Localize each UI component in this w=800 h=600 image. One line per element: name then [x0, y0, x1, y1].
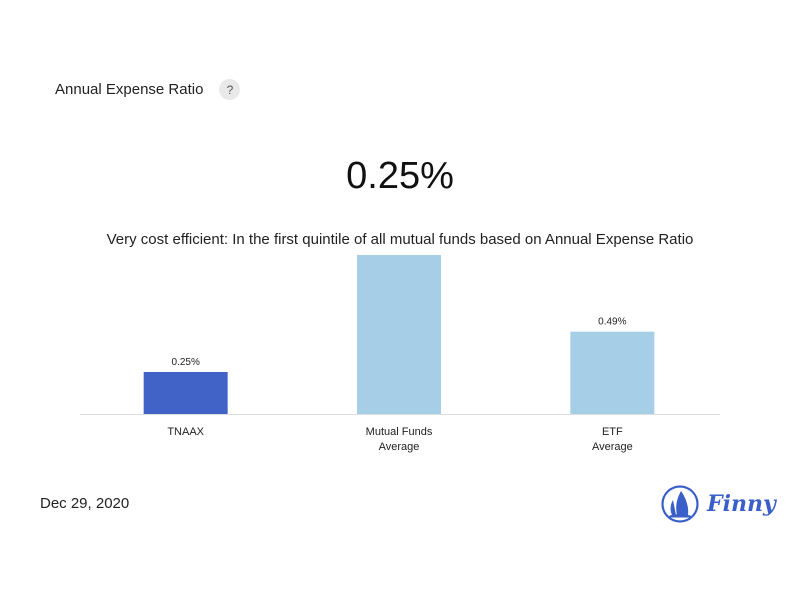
finny-logo: Finny	[660, 484, 776, 524]
bar	[143, 372, 228, 414]
bar	[570, 331, 655, 414]
bar-chart: 0.25%TNAAX0.95%Mutual FundsAverage0.49%E…	[80, 255, 720, 453]
category-label: TNAAX	[167, 426, 204, 438]
category-label: Mutual Funds Average	[366, 426, 433, 453]
sailboat-logo-icon	[661, 485, 699, 523]
expense-ratio-value: 0.25%	[346, 155, 454, 197]
category-label: ETF Average	[592, 426, 633, 453]
as-of-date: Dec 29, 2020	[40, 495, 130, 512]
bar-value-label: 0.25%	[171, 357, 199, 368]
bar-value-label: 0.49%	[598, 317, 626, 328]
chart-header: Annual Expense Ratio ?	[55, 79, 241, 100]
bar	[357, 255, 441, 414]
efficiency-description: Very cost efficient: In the first quinti…	[106, 231, 694, 248]
help-icon[interactable]: ?	[219, 79, 241, 100]
logo-wordmark: Finny	[707, 491, 776, 517]
chart-title: Annual Expense Ratio	[55, 81, 204, 98]
